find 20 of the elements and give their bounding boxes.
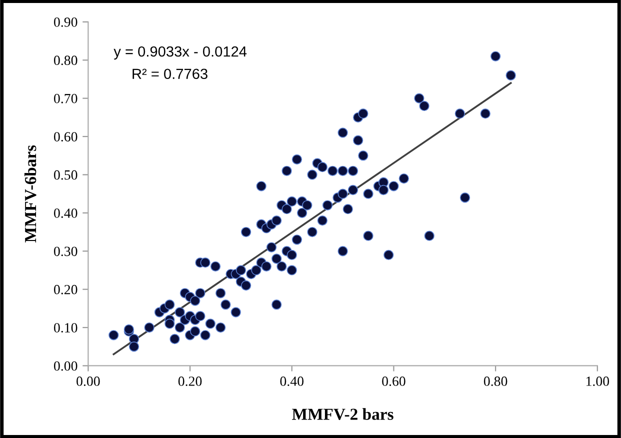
y-tick-label: 0.60 [54,132,78,142]
y-tick-label: 0.90 [54,17,78,27]
x-tick-label: 0.80 [484,376,508,386]
y-tick-label: 0.30 [54,246,78,256]
annotation: R² = 0.7763 [132,68,208,80]
x-tick-label: 0.20 [178,376,202,386]
annotation: y = 0.9033x - 0.0124 [114,46,247,60]
x-tick-label: 0.60 [382,376,406,386]
x-tick-label: 1.00 [586,376,610,386]
y-tick-label: 0.10 [54,323,78,333]
x-tick-label: 0.40 [280,376,304,386]
y-tick-label: 0.40 [54,208,78,218]
y-axis-title: MMFV-6bars [24,145,36,242]
y-tick-label: 0.00 [54,361,78,371]
y-tick-label: 0.20 [54,284,78,294]
y-tick-label: 0.70 [54,94,78,104]
y-tick-label: 0.50 [54,170,78,180]
y-tick-label: 0.80 [54,56,78,66]
x-tick-label: 0.00 [76,376,100,386]
x-axis-title: MMFV-2 bars [292,408,394,420]
